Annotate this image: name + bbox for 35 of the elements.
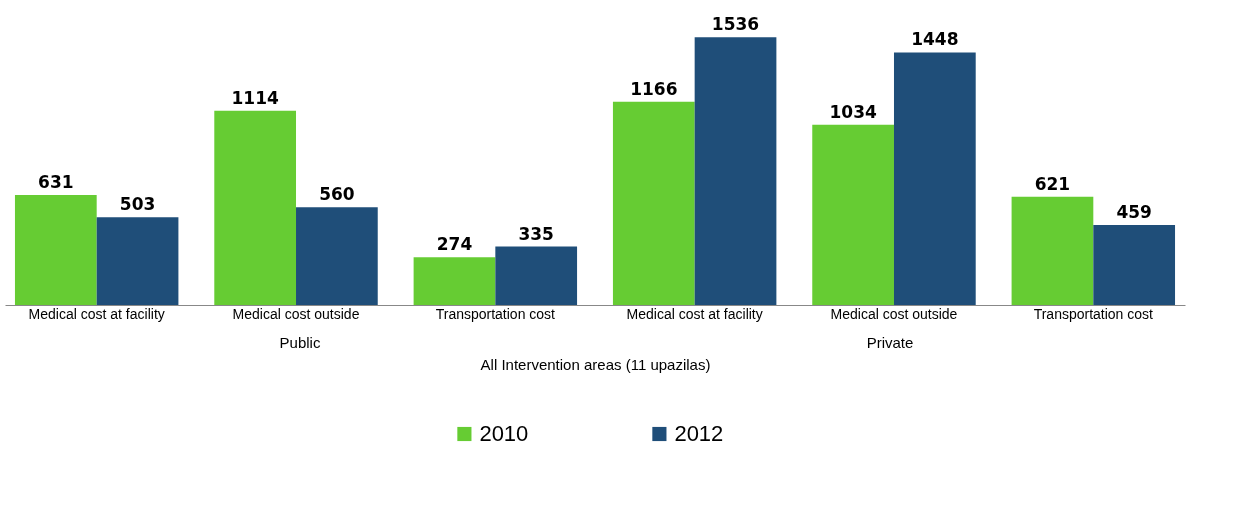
x-tick-label: Transportation cost <box>1033 305 1154 322</box>
bar <box>612 101 695 305</box>
data-label: 560 <box>319 184 355 205</box>
legend-label: 2010 <box>479 421 529 446</box>
bar <box>14 194 97 305</box>
x-tick-label: Medical cost at facility <box>626 305 763 322</box>
legend-label: 2012 <box>674 421 724 446</box>
data-label: 335 <box>518 223 554 244</box>
data-label: 621 <box>1034 173 1071 194</box>
bar <box>694 37 777 305</box>
data-label: 1114 <box>231 87 279 108</box>
x-tick-label: Medical cost outside <box>232 305 360 322</box>
x-tick-label: Medical cost outside <box>830 305 958 322</box>
x-axis-title: All Intervention areas (11 upazilas) <box>480 355 711 373</box>
data-label: 1536 <box>711 14 760 35</box>
text: Public <box>279 334 321 351</box>
bar <box>812 124 894 305</box>
bar <box>413 257 496 305</box>
bar <box>495 246 578 305</box>
bar <box>1093 224 1176 305</box>
data-label: 631 <box>38 171 74 192</box>
data-label: 1166 <box>630 78 678 99</box>
bar <box>296 207 378 305</box>
data-label: 1448 <box>911 29 959 50</box>
text: Private <box>866 334 914 351</box>
bar <box>214 110 297 305</box>
bar <box>893 52 976 305</box>
bar <box>1011 196 1094 305</box>
x-tick-label: Medical cost at facility <box>28 305 165 322</box>
data-label: 459 <box>1116 201 1152 222</box>
bar <box>96 217 179 305</box>
data-label: 274 <box>436 234 473 255</box>
x-tick-label: Transportation cost <box>435 305 556 322</box>
data-label: 1034 <box>829 101 877 122</box>
data-label: 503 <box>119 194 156 215</box>
